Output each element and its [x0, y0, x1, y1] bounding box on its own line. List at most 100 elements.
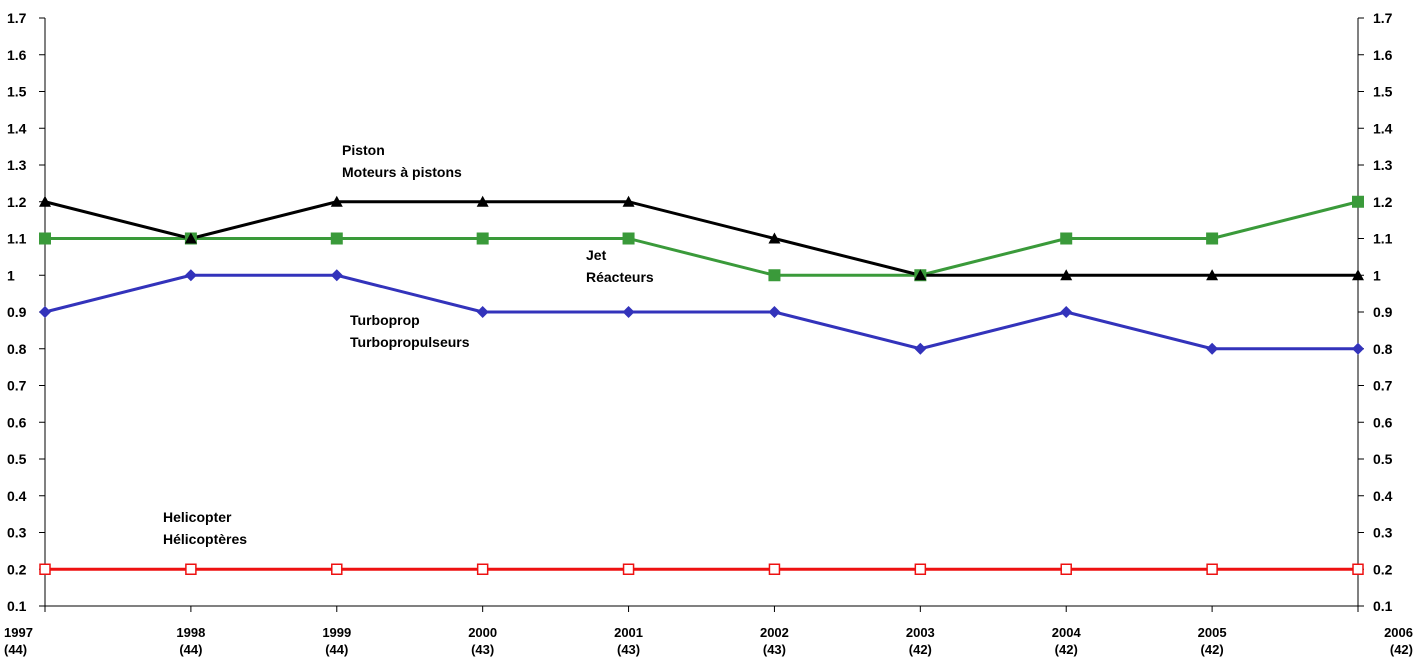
- y-tick-label-left: 0.7: [7, 378, 27, 394]
- series-label-helicopter: Helicopter: [163, 509, 232, 525]
- y-tick-label-right: 0.4: [1373, 488, 1393, 504]
- data-point-turboprop: [184, 269, 197, 282]
- y-tick-label-left: 0.6: [7, 414, 27, 430]
- series-lines: [44, 200, 1359, 571]
- x-tick-label-year: 2001: [614, 625, 643, 640]
- x-tick-label-year: 1999: [322, 625, 351, 640]
- series-label-turboprop: Turbopropulseurs: [350, 334, 470, 350]
- y-tick-label-left: 1: [7, 267, 15, 283]
- data-point-helicopter: [914, 563, 927, 575]
- y-tick-label-right: 1.3: [1373, 157, 1393, 173]
- series-label-turboprop: Turboprop: [350, 312, 420, 328]
- y-tick-label-right: 0.1: [1373, 598, 1393, 614]
- series-label-jet: Réacteurs: [586, 269, 654, 285]
- x-tick-label-year: 2004: [1052, 625, 1082, 640]
- y-tick-label-right: 0.7: [1373, 378, 1393, 394]
- data-point-helicopter: [1060, 563, 1072, 575]
- series-label-jet: Jet: [586, 247, 607, 263]
- data-point-piston: [39, 195, 51, 207]
- x-tick-label-count: (44): [325, 642, 348, 657]
- data-point-turboprop: [1060, 306, 1073, 318]
- data-point-helicopter: [331, 563, 343, 575]
- data-point-turboprop: [330, 269, 343, 282]
- data-point-turboprop: [914, 342, 927, 355]
- y-tick-label-left: 0.5: [7, 451, 27, 467]
- data-point-helicopter: [622, 563, 635, 575]
- y-tick-label-left: 1.1: [7, 231, 27, 247]
- data-point-helicopter: [185, 563, 197, 575]
- data-point-jet: [330, 232, 343, 245]
- y-tick-label-right: 1.2: [1373, 194, 1393, 210]
- series-labels: Helicopter Hélicoptères Turboprop Turboprop…: [163, 142, 654, 547]
- x-tick-label-count: (43): [617, 642, 640, 657]
- y-tick-label-right: 1.5: [1373, 84, 1393, 100]
- data-point-turboprop: [1206, 342, 1219, 355]
- series-label-helicopter: Hélicoptères: [163, 531, 247, 547]
- y-tick-label-right: 0.3: [1373, 525, 1393, 541]
- y-tick-label-left: 1.7: [7, 10, 27, 26]
- y-tick-label-right: 0.5: [1373, 451, 1393, 467]
- series-markers: [39, 195, 1364, 575]
- y-tick-label-right: 0.9: [1373, 304, 1393, 320]
- data-point-jet: [1060, 232, 1073, 245]
- data-point-turboprop: [39, 306, 51, 318]
- data-point-piston: [330, 195, 343, 207]
- y-tick-label-left: 1.4: [7, 120, 27, 136]
- data-point-jet: [476, 232, 489, 245]
- y-tick-label-right: 1.6: [1373, 47, 1393, 63]
- data-point-piston: [914, 269, 927, 281]
- x-tick-label-count: (42): [1390, 642, 1413, 657]
- y-tick-label-left: 0.1: [7, 598, 27, 614]
- y-tick-label-left: 1.3: [7, 157, 27, 173]
- data-point-jet: [768, 269, 781, 282]
- y-tick-label-right: 1: [1373, 267, 1381, 283]
- y-tick-label-right: 1.1: [1373, 231, 1393, 247]
- data-point-jet: [39, 232, 51, 245]
- y-tick-label-right: 1.4: [1373, 120, 1393, 136]
- y-tick-label-left: 0.4: [7, 488, 27, 504]
- data-point-piston: [1060, 269, 1073, 281]
- data-point-helicopter: [1352, 563, 1364, 575]
- x-tick-label-count: (44): [4, 642, 27, 657]
- series-line-piston: [44, 200, 1358, 277]
- data-point-helicopter: [39, 563, 51, 575]
- x-tick-label-count: (43): [763, 642, 786, 657]
- data-point-piston: [476, 195, 489, 207]
- y-tick-label-left: 1.6: [7, 47, 27, 63]
- data-point-piston: [622, 195, 635, 207]
- data-point-helicopter: [768, 563, 781, 575]
- y-tick-label-left: 0.9: [7, 304, 27, 320]
- data-point-jet: [1352, 195, 1364, 208]
- x-tick-label-year: 1997: [4, 625, 33, 640]
- x-tick-label-count: (42): [1201, 642, 1224, 657]
- series-line-jet: [45, 200, 1359, 277]
- x-tick-label-count: (44): [179, 642, 202, 657]
- y-tick-label-left: 1.2: [7, 194, 27, 210]
- data-point-piston: [184, 232, 197, 244]
- x-tick-label-year: 2006: [1384, 625, 1413, 640]
- x-tick-label-count: (42): [909, 642, 932, 657]
- x-tick-label-year: 1998: [176, 625, 205, 640]
- x-tick-label-year: 2005: [1198, 625, 1227, 640]
- x-tick-label-count: (43): [471, 642, 494, 657]
- y-tick-label-right: 0.8: [1373, 341, 1393, 357]
- y-tick-label-left: 0.3: [7, 525, 27, 541]
- data-point-piston: [1352, 269, 1364, 281]
- y-tick-label-right: 1.7: [1373, 10, 1393, 26]
- y-tick-label-right: 0.6: [1373, 414, 1393, 430]
- data-point-turboprop: [768, 306, 781, 318]
- x-tick-label-year: 2003: [906, 625, 935, 640]
- data-point-piston: [768, 232, 781, 244]
- x-tick-label-year: 2000: [468, 625, 497, 640]
- data-point-jet: [1206, 232, 1219, 245]
- data-point-turboprop: [622, 306, 635, 318]
- x-tick-label-count: (42): [1055, 642, 1078, 657]
- data-point-turboprop: [476, 306, 489, 318]
- data-point-piston: [1206, 269, 1219, 281]
- data-point-helicopter: [1206, 563, 1218, 575]
- axes: 0.1 0.1 0.2 0.2 0.3 0.3 0.4 0.4 0.5 0.5 0.6 0.6 0.7 0…: [4, 10, 1413, 657]
- y-tick-label-left: 0.8: [7, 341, 27, 357]
- series-line-turboprop: [44, 273, 1358, 351]
